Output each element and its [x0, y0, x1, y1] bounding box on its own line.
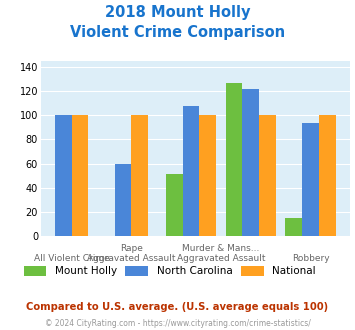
Bar: [302, 122, 319, 236]
Bar: [200, 115, 216, 236]
Bar: [55, 115, 72, 236]
Text: © 2024 CityRating.com - https://www.cityrating.com/crime-statistics/: © 2024 CityRating.com - https://www.city…: [45, 319, 310, 328]
Bar: [259, 115, 276, 236]
Text: Rape: Rape: [120, 244, 143, 253]
Bar: [319, 115, 335, 236]
Text: All Violent Crime: All Violent Crime: [34, 254, 109, 263]
Text: Compared to U.S. average. (U.S. average equals 100): Compared to U.S. average. (U.S. average …: [26, 302, 329, 312]
Text: Robbery: Robbery: [292, 254, 329, 263]
Bar: [183, 106, 200, 236]
Bar: [166, 175, 183, 236]
Bar: [226, 83, 242, 236]
Text: 2018 Mount Holly: 2018 Mount Holly: [105, 5, 250, 20]
Bar: [131, 115, 148, 236]
Legend: Mount Holly, North Carolina, National: Mount Holly, North Carolina, National: [20, 261, 319, 280]
Bar: [242, 89, 259, 236]
Text: Aggravated Assault: Aggravated Assault: [177, 254, 265, 263]
Text: Murder & Mans...: Murder & Mans...: [182, 244, 260, 253]
Text: Aggravated Assault: Aggravated Assault: [87, 254, 176, 263]
Bar: [115, 164, 131, 236]
Bar: [285, 218, 302, 236]
Bar: [72, 115, 88, 236]
Text: Violent Crime Comparison: Violent Crime Comparison: [70, 25, 285, 40]
